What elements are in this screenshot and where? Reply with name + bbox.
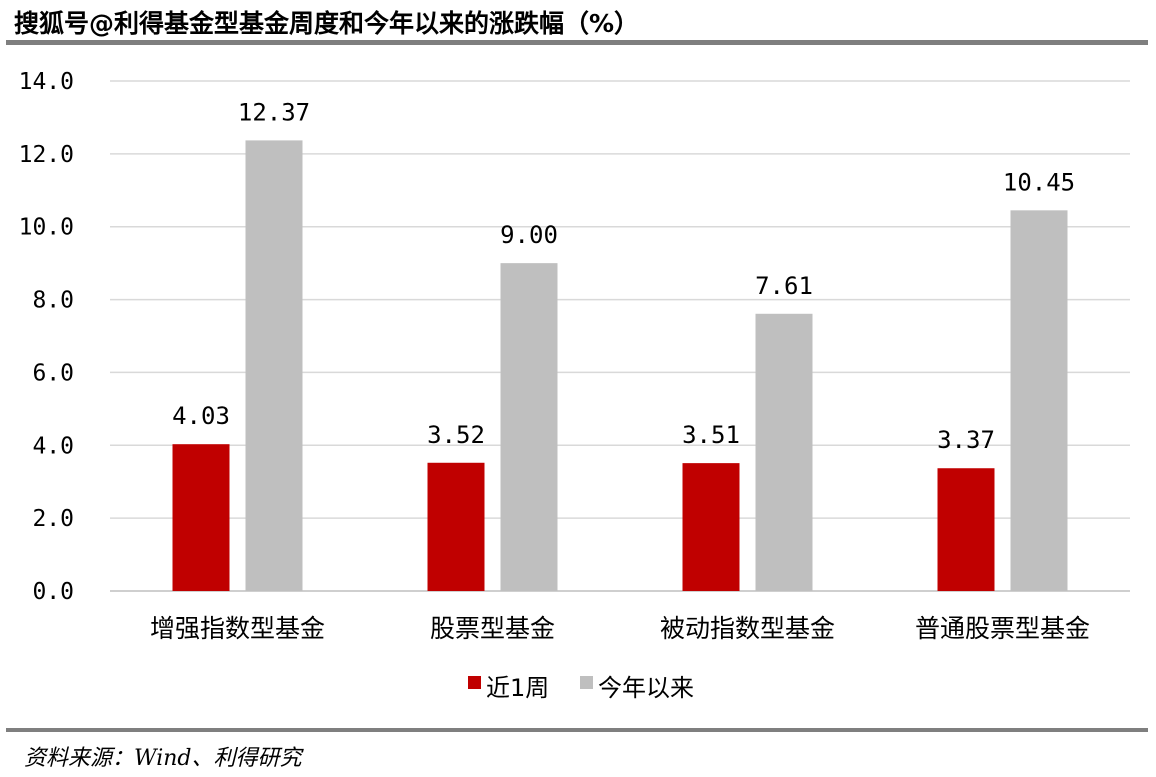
bar — [245, 140, 303, 591]
legend-label: 今年以来 — [598, 674, 694, 702]
y-tick-label: 8.0 — [32, 288, 74, 314]
y-tick-label: 10.0 — [19, 215, 74, 241]
legend-swatch — [580, 676, 593, 689]
y-tick-label: 2.0 — [32, 506, 74, 532]
bar — [1010, 210, 1068, 592]
category-label: 被动指数型基金 — [660, 614, 835, 643]
data-label: 7.61 — [755, 272, 813, 300]
bar — [682, 463, 740, 591]
data-label: 4.03 — [172, 402, 230, 430]
y-tick-label: 14.0 — [19, 69, 74, 95]
data-label: 12.37 — [238, 98, 310, 126]
bar — [172, 444, 230, 591]
source-note: 资料来源：Wind、利得研究 — [24, 746, 302, 771]
legend-label: 近1周 — [486, 674, 549, 702]
category-label: 股票型基金 — [430, 614, 555, 643]
y-tick-label: 6.0 — [32, 360, 74, 386]
legend-swatch — [468, 676, 481, 689]
top-rule — [6, 40, 1148, 45]
y-tick-label: 4.0 — [32, 433, 74, 459]
category-label: 增强指数型基金 — [150, 614, 325, 643]
y-tick-label: 12.0 — [19, 142, 74, 168]
data-label: 10.45 — [1003, 168, 1075, 196]
data-label: 9.00 — [500, 221, 558, 249]
data-label: 3.37 — [937, 426, 995, 454]
bar — [500, 263, 558, 591]
bar — [937, 468, 995, 591]
data-label: 3.51 — [682, 421, 740, 449]
chart-title: 搜狐号@利得基金型基金周度和今年以来的涨跌幅（%） — [14, 9, 640, 38]
bar — [427, 462, 485, 591]
category-label: 普通股票型基金 — [915, 614, 1090, 643]
y-tick-label: 0.0 — [32, 579, 74, 605]
bar — [755, 313, 813, 591]
bottom-rule — [6, 728, 1148, 732]
data-label: 3.52 — [427, 421, 485, 449]
